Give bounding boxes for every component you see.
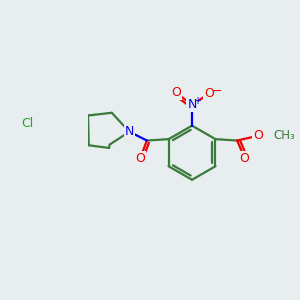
Text: +: + <box>193 96 201 106</box>
Text: O: O <box>204 87 214 100</box>
Text: O: O <box>253 129 263 142</box>
Text: O: O <box>171 86 181 99</box>
Text: O: O <box>240 152 250 165</box>
Text: N: N <box>125 124 134 138</box>
Text: Cl: Cl <box>21 117 33 130</box>
Text: N: N <box>187 98 197 111</box>
Text: O: O <box>135 152 145 165</box>
Text: −: − <box>212 85 222 98</box>
Text: CH₃: CH₃ <box>274 129 296 142</box>
